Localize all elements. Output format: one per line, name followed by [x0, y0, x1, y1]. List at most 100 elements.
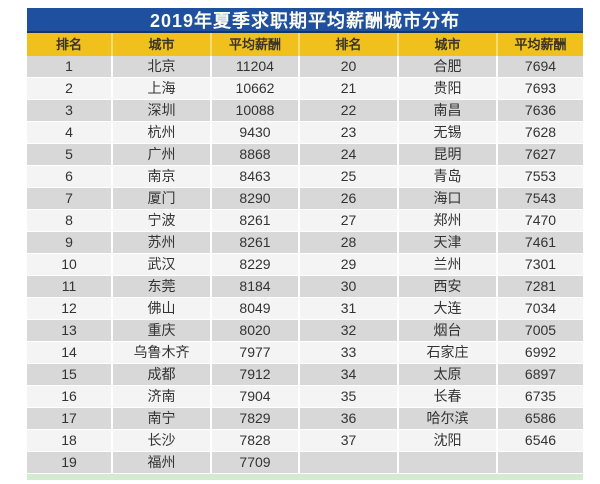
- city-cell: 苏州: [113, 232, 210, 253]
- city-cell: 南京: [113, 166, 210, 187]
- rank-cell: 3: [27, 100, 111, 121]
- city-cell: 长春: [399, 386, 496, 407]
- city-cell: 哈尔滨: [399, 408, 496, 429]
- city-cell: 佛山: [113, 298, 210, 319]
- rank-cell: 12: [27, 298, 111, 319]
- salary-cell: 7636: [498, 100, 583, 121]
- city-cell: 石家庄: [399, 342, 496, 363]
- city-cell: 大连: [399, 298, 496, 319]
- salary-cell: 10088: [212, 100, 298, 121]
- city-cell: 贵阳: [399, 78, 496, 99]
- table-body: 1 北京 11204 20 合肥 7694 2 上海 10662 21 贵阳 7693 3 深圳 10088…: [27, 56, 583, 474]
- rank-cell: 4: [27, 122, 111, 143]
- table-row: 16 济南 7904 35 长春 6735: [27, 386, 583, 408]
- rank-cell: 33: [300, 342, 397, 363]
- city-cell: 深圳: [113, 100, 210, 121]
- column-header-salary-left: 平均薪酬: [212, 33, 298, 56]
- salary-cell: 7912: [212, 364, 298, 385]
- salary-cell: 6546: [498, 430, 583, 451]
- rank-cell: 2: [27, 78, 111, 99]
- city-cell: 无锡: [399, 122, 496, 143]
- table-row: 4 杭州 9430 23 无锡 7628: [27, 122, 583, 144]
- rank-cell: 26: [300, 188, 397, 209]
- table-title: 2019年夏季求职期平均薪酬城市分布: [149, 10, 461, 31]
- table-row: 8 宁波 8261 27 郑州 7470: [27, 210, 583, 232]
- salary-cell: 6897: [498, 364, 583, 385]
- salary-cell: 8261: [212, 232, 298, 253]
- rank-cell: 7: [27, 188, 111, 209]
- rank-cell: 30: [300, 276, 397, 297]
- salary-cell: 7828: [212, 430, 298, 451]
- salary-cell: 7904: [212, 386, 298, 407]
- rank-cell: 27: [300, 210, 397, 231]
- table-row: 3 深圳 10088 22 南昌 7636: [27, 100, 583, 122]
- salary-cell: 6735: [498, 386, 583, 407]
- city-cell: 东莞: [113, 276, 210, 297]
- rank-cell: 8: [27, 210, 111, 231]
- city-cell: 宁波: [113, 210, 210, 231]
- salary-cell: 7627: [498, 144, 583, 165]
- salary-cell: 7553: [498, 166, 583, 187]
- salary-cell: 7829: [212, 408, 298, 429]
- salary-cell: 10662: [212, 78, 298, 99]
- city-cell: 广州: [113, 144, 210, 165]
- rank-cell: 36: [300, 408, 397, 429]
- column-header-city-left: 城市: [113, 33, 210, 56]
- rank-cell: 16: [27, 386, 111, 407]
- rank-cell: 22: [300, 100, 397, 121]
- table-row: 6 南京 8463 25 青岛 7553: [27, 166, 583, 188]
- salary-cell: 7470: [498, 210, 583, 231]
- salary-cell: 7694: [498, 56, 583, 77]
- city-cell: 烟台: [399, 320, 496, 341]
- salary-cell: 6586: [498, 408, 583, 429]
- city-cell: 长沙: [113, 430, 210, 451]
- salary-table: 2019年夏季求职期平均薪酬城市分布 排名 城市 平均薪酬 排名 城市 平均薪酬…: [27, 8, 583, 480]
- salary-cell: 7281: [498, 276, 583, 297]
- rank-cell: 32: [300, 320, 397, 341]
- rank-cell: 23: [300, 122, 397, 143]
- city-cell: 沈阳: [399, 430, 496, 451]
- salary-cell: 11204: [212, 56, 298, 77]
- city-cell: 合肥: [399, 56, 496, 77]
- column-header-rank-left: 排名: [27, 33, 111, 56]
- rank-cell: 18: [27, 430, 111, 451]
- table-row: 10 武汉 8229 29 兰州 7301: [27, 254, 583, 276]
- table-row: 9 苏州 8261 28 天津 7461: [27, 232, 583, 254]
- rank-cell: 29: [300, 254, 397, 275]
- rank-cell: 5: [27, 144, 111, 165]
- table-header-row: 排名 城市 平均薪酬 排名 城市 平均薪酬: [27, 33, 583, 56]
- rank-cell: 21: [300, 78, 397, 99]
- salary-cell: 8049: [212, 298, 298, 319]
- city-cell: 厦门: [113, 188, 210, 209]
- city-cell: 南昌: [399, 100, 496, 121]
- salary-cell: [498, 452, 583, 473]
- rank-cell: 35: [300, 386, 397, 407]
- salary-cell: 7034: [498, 298, 583, 319]
- city-cell: 武汉: [113, 254, 210, 275]
- rank-cell: 37: [300, 430, 397, 451]
- city-cell: 乌鲁木齐: [113, 342, 210, 363]
- table-row: 17 南宁 7829 36 哈尔滨 6586: [27, 408, 583, 430]
- city-cell: 昆明: [399, 144, 496, 165]
- salary-cell: 9430: [212, 122, 298, 143]
- rank-cell: 13: [27, 320, 111, 341]
- rank-cell: 15: [27, 364, 111, 385]
- city-cell: 青岛: [399, 166, 496, 187]
- rank-cell: 14: [27, 342, 111, 363]
- table-row: 11 东莞 8184 30 西安 7281: [27, 276, 583, 298]
- salary-cell: 6992: [498, 342, 583, 363]
- table-row: 19 福州 7709: [27, 452, 583, 474]
- rank-cell: 9: [27, 232, 111, 253]
- city-cell: 杭州: [113, 122, 210, 143]
- city-cell: 太原: [399, 364, 496, 385]
- city-cell: [399, 452, 496, 473]
- salary-cell: 8463: [212, 166, 298, 187]
- table-row: 2 上海 10662 21 贵阳 7693: [27, 78, 583, 100]
- city-cell: 南宁: [113, 408, 210, 429]
- salary-cell: 7543: [498, 188, 583, 209]
- rank-cell: 24: [300, 144, 397, 165]
- column-header-city-right: 城市: [399, 33, 496, 56]
- column-header-salary-right: 平均薪酬: [498, 33, 583, 56]
- rank-cell: 20: [300, 56, 397, 77]
- salary-cell: 7005: [498, 320, 583, 341]
